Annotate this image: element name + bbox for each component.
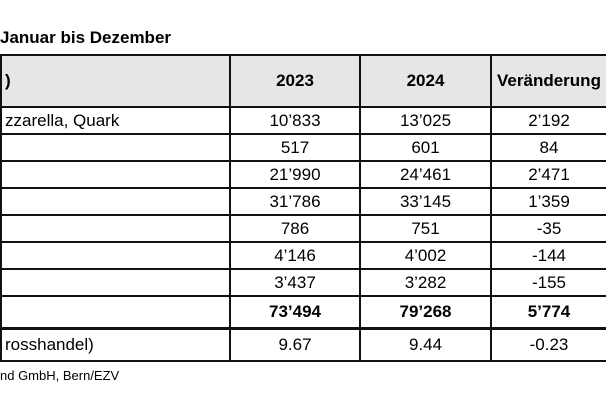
cell-value-2023: 21’990 [229,160,361,189]
total-row: 73’494 79’268 5’774 [0,295,606,330]
table-row: 31’786 33’145 1’359 [0,187,606,216]
cell-value-2024: 751 [359,214,492,243]
cell-change: -35 [490,214,606,243]
cell-change: -0.23 [490,327,606,362]
cell-value-2024: 24’461 [359,160,492,189]
cell-category [0,160,231,189]
cell-change: 5’774 [490,295,606,330]
cell-change: 84 [490,133,606,162]
cell-value-2023: 31’786 [229,187,361,216]
table-row: 4’146 4’002 -144 [0,241,606,270]
table-row: zzarella, Quark 10’833 13’025 2’192 [0,106,606,135]
header-change: Veränderung [490,54,606,108]
source-footnote: nd GmbH, Bern/EZV [0,368,120,383]
cell-category [0,133,231,162]
cell-value-2023: 517 [229,133,361,162]
cell-category [0,241,231,270]
cell-category [0,268,231,297]
cell-value-2023: 4’146 [229,241,361,270]
header-row: ) 2023 2024 Veränderung [0,54,606,108]
cell-value-2023: 10’833 [229,106,361,135]
cell-change: 1’359 [490,187,606,216]
cell-change: -155 [490,268,606,297]
table-row: 517 601 84 [0,133,606,162]
cell-change: 2’471 [490,160,606,189]
table-row: 3’437 3’282 -155 [0,268,606,297]
cell-value-2024: 601 [359,133,492,162]
cell-change: 2’192 [490,106,606,135]
cell-value-2023: 73’494 [229,295,361,330]
cell-category [0,295,231,330]
cell-category [0,214,231,243]
cell-value-2023: 9.67 [229,327,361,362]
cell-value-2024: 3’282 [359,268,492,297]
cell-category: rosshandel) [0,327,231,362]
header-category: ) [0,54,231,108]
table-row: 786 751 -35 [0,214,606,243]
cell-value-2024: 9.44 [359,327,492,362]
cell-category [0,187,231,216]
cell-value-2024: 13’025 [359,106,492,135]
cell-value-2023: 3’437 [229,268,361,297]
price-row: rosshandel) 9.67 9.44 -0.23 [0,327,606,362]
cell-value-2024: 33’145 [359,187,492,216]
data-table: ) 2023 2024 Veränderung zzarella, Quark 1… [0,54,606,362]
table-row: 21’990 24’461 2’471 [0,160,606,189]
header-2024: 2024 [359,54,492,108]
header-2023: 2023 [229,54,361,108]
table-title: Januar bis Dezember [0,28,172,47]
cell-value-2024: 79’268 [359,295,492,330]
cell-value-2023: 786 [229,214,361,243]
cell-category: zzarella, Quark [0,106,231,135]
cell-value-2024: 4’002 [359,241,492,270]
cell-change: -144 [490,241,606,270]
